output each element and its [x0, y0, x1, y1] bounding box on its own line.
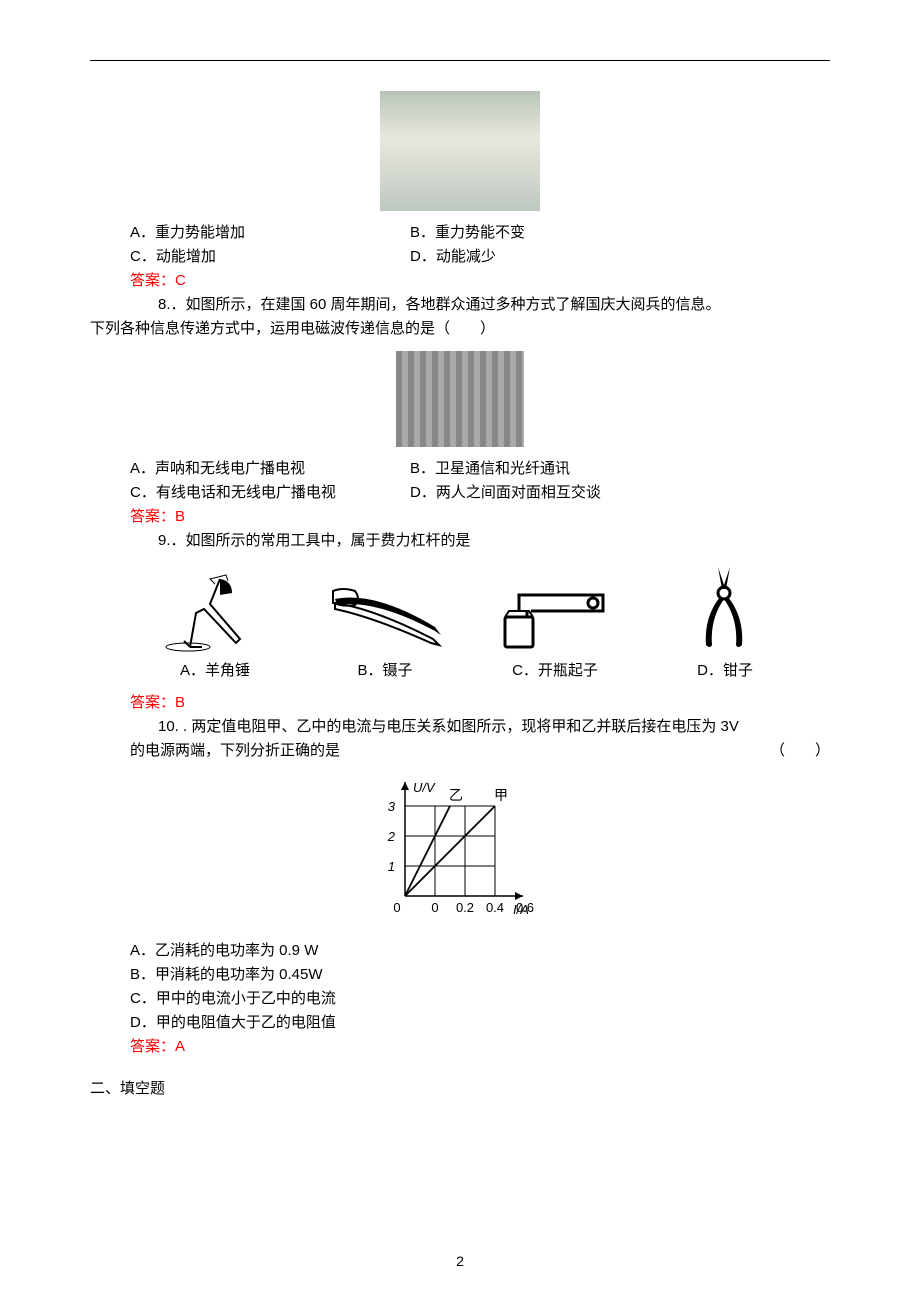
q9-stem: 9.．如图所示的常用工具中，属于费力杠杆的是 — [90, 529, 830, 553]
q7-optD: D．动能减少 — [410, 245, 496, 269]
q9-toolA: A．羊角锤 — [130, 569, 300, 683]
q8-optA: A．声呐和无线电广播电视 — [130, 457, 410, 481]
q7-options-row2: C．动能增加 D．动能减少 — [90, 245, 830, 269]
q10-stem-line2-row: 的电源两端，下列分折正确的是 （ ） — [90, 739, 830, 763]
q10-optA: A．乙消耗的电功率为 0.9 W — [90, 939, 830, 963]
q10-chart: 12300.20.40.60U/VI/A乙甲 — [345, 771, 575, 931]
header-rule — [90, 60, 830, 61]
q8-optB: B．卫星通信和光纤通讯 — [410, 457, 570, 481]
q9-toolD: D．钳子 — [640, 559, 810, 683]
hammer-icon — [160, 569, 270, 655]
svg-text:甲: 甲 — [494, 787, 508, 803]
pliers-icon — [680, 559, 770, 655]
q8-optD: D．两人之间面对面相互交谈 — [410, 481, 601, 505]
svg-text:2: 2 — [387, 829, 396, 844]
q8-image-military — [396, 351, 524, 447]
q8-stem-line2: 下列各种信息传递方式中，运用电磁波传递信息的是（ ） — [90, 317, 830, 341]
svg-text:3: 3 — [388, 799, 396, 814]
q9-answer: 答案：B — [90, 691, 830, 715]
q9-labelA: A．羊角锤 — [130, 659, 300, 683]
q8-optC: C．有线电话和无线电广播电视 — [130, 481, 410, 505]
tweezers-icon — [315, 569, 455, 655]
svg-text:0: 0 — [393, 900, 400, 915]
q10-stem-line1: 10. . 两定值电阻甲、乙中的电流与电压关系如图所示，现将甲和乙并联后接在电压… — [90, 715, 830, 739]
svg-text:乙: 乙 — [449, 787, 463, 803]
q10-paren: （ ） — [770, 739, 830, 763]
svg-text:U/V: U/V — [413, 780, 436, 795]
q9-toolC: C．开瓶起子 — [470, 569, 640, 683]
q8-stem-line1: 8.．如图所示，在建国 60 周年期间，各地群众通过多种方式了解国庆大阅兵的信息… — [90, 293, 830, 317]
q7-optA: A．重力势能增加 — [130, 221, 410, 245]
q7-options-row1: A．重力势能增加 B．重力势能不变 — [90, 221, 830, 245]
q9-labelD: D．钳子 — [640, 659, 810, 683]
q8-answer: 答案：B — [90, 505, 830, 529]
section2-heading: 二、填空题 — [90, 1077, 830, 1101]
svg-text:I/A: I/A — [513, 902, 529, 917]
q7-optC: C．动能增加 — [130, 245, 410, 269]
q8-options-row2: C．有线电话和无线电广播电视 D．两人之间面对面相互交谈 — [90, 481, 830, 505]
page-number: 2 — [0, 1250, 920, 1272]
q10-stem-line2: 的电源两端，下列分折正确的是 — [130, 739, 340, 763]
svg-text:0: 0 — [431, 900, 438, 915]
q9-toolB: B．镊子 — [300, 569, 470, 683]
q10-optC: C．甲中的电流小于乙中的电流 — [90, 987, 830, 1011]
q9-labelC: C．开瓶起子 — [470, 659, 640, 683]
q9-labelB: B．镊子 — [300, 659, 470, 683]
q10-optB: B．甲消耗的电功率为 0.45W — [90, 963, 830, 987]
bottle-opener-icon — [485, 569, 625, 655]
q9-tools-row: A．羊角锤 B．镊子 C．开瓶起子 D．钳子 — [90, 559, 830, 683]
q10-optD: D．甲的电阻值大于乙的电阻值 — [90, 1011, 830, 1035]
q8-options-row1: A．声呐和无线电广播电视 B．卫星通信和光纤通讯 — [90, 457, 830, 481]
svg-text:0.4: 0.4 — [486, 900, 504, 915]
q7-answer: 答案：C — [90, 269, 830, 293]
q10-chart-wrap: 12300.20.40.60U/VI/A乙甲 — [90, 771, 830, 931]
svg-text:0.2: 0.2 — [456, 900, 474, 915]
q7-image-waterfall — [380, 91, 540, 211]
q10-answer: 答案：A — [90, 1035, 830, 1059]
q7-optB: B．重力势能不变 — [410, 221, 525, 245]
svg-text:1: 1 — [388, 859, 395, 874]
